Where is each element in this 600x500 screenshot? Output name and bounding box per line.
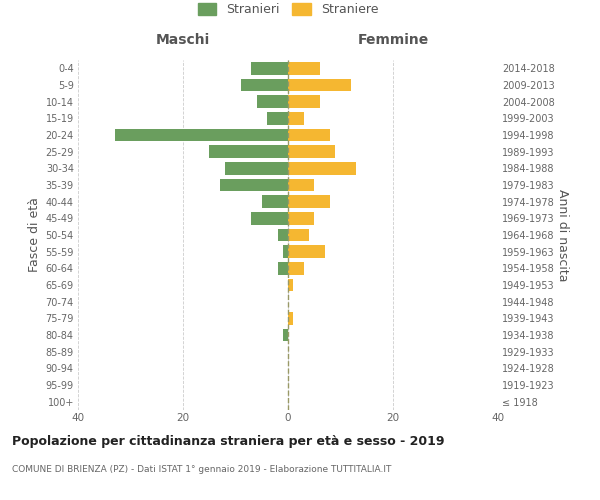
Bar — [277, 229, 288, 241]
Bar — [241, 79, 288, 92]
Bar — [288, 212, 314, 224]
Bar — [267, 112, 288, 124]
Bar — [288, 262, 304, 274]
Bar — [288, 79, 351, 92]
Bar — [251, 62, 288, 74]
Bar — [283, 329, 288, 341]
Bar — [209, 146, 288, 158]
Bar — [225, 162, 288, 174]
Legend: Stranieri, Straniere: Stranieri, Straniere — [197, 4, 379, 16]
Bar — [288, 279, 293, 291]
Bar — [288, 179, 314, 192]
Bar — [288, 246, 325, 258]
Text: COMUNE DI BRIENZA (PZ) - Dati ISTAT 1° gennaio 2019 - Elaborazione TUTTITALIA.IT: COMUNE DI BRIENZA (PZ) - Dati ISTAT 1° g… — [12, 465, 391, 474]
Y-axis label: Anni di nascita: Anni di nascita — [556, 188, 569, 281]
Bar — [251, 212, 288, 224]
Bar — [288, 112, 304, 124]
Bar — [262, 196, 288, 208]
Bar — [288, 312, 293, 324]
Y-axis label: Fasce di età: Fasce di età — [28, 198, 41, 272]
Bar — [277, 262, 288, 274]
Bar — [220, 179, 288, 192]
Bar — [288, 146, 335, 158]
Text: Femmine: Femmine — [358, 32, 428, 46]
Bar — [288, 229, 309, 241]
Bar — [283, 246, 288, 258]
Bar — [288, 162, 356, 174]
Text: Maschi: Maschi — [156, 32, 210, 46]
Bar — [257, 96, 288, 108]
Bar — [288, 129, 330, 141]
Bar — [288, 96, 320, 108]
Text: Popolazione per cittadinanza straniera per età e sesso - 2019: Popolazione per cittadinanza straniera p… — [12, 435, 445, 448]
Bar — [288, 196, 330, 208]
Bar — [288, 62, 320, 74]
Bar — [115, 129, 288, 141]
